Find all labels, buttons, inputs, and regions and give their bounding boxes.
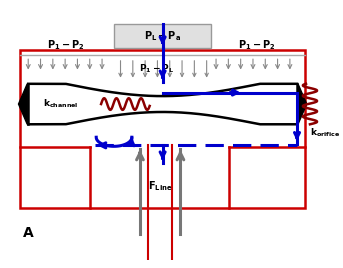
Text: A: A xyxy=(23,226,34,240)
Text: $\mathbf{P_1 - P_2}$: $\mathbf{P_1 - P_2}$ xyxy=(47,38,84,52)
Text: $\mathbf{F_{Line}}$: $\mathbf{F_{Line}}$ xyxy=(148,179,173,193)
Polygon shape xyxy=(19,84,27,124)
Text: $\mathbf{k_{orifice}}$: $\mathbf{k_{orifice}}$ xyxy=(310,126,340,139)
Text: $\mathbf{P_1 - P_L}$: $\mathbf{P_1 - P_L}$ xyxy=(139,62,174,75)
Text: $\mathbf{P_1 - P_2}$: $\mathbf{P_1 - P_2}$ xyxy=(238,38,275,52)
Text: $\mathbf{P_L - P_a}$: $\mathbf{P_L - P_a}$ xyxy=(144,29,181,43)
Bar xyxy=(20,50,305,209)
Text: $\mathbf{k_{channel}}$: $\mathbf{k_{channel}}$ xyxy=(43,98,78,110)
Polygon shape xyxy=(298,84,307,124)
Bar xyxy=(114,24,211,48)
